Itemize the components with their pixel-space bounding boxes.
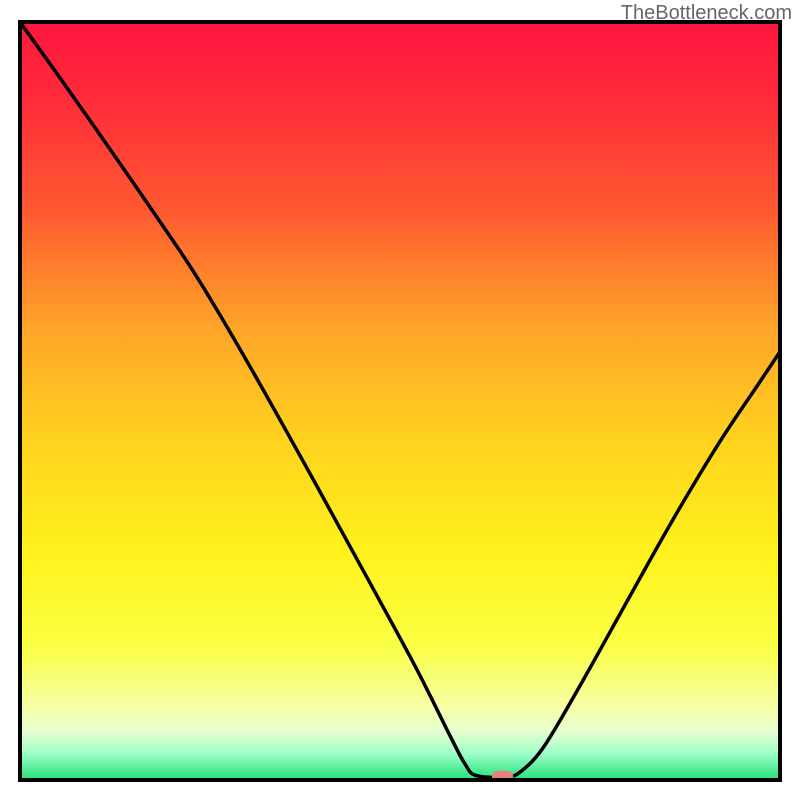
bottleneck-chart xyxy=(0,0,800,800)
plot-background-gradient xyxy=(20,22,780,780)
source-watermark: TheBottleneck.com xyxy=(621,2,792,25)
chart-container: TheBottleneck.com xyxy=(0,0,800,800)
